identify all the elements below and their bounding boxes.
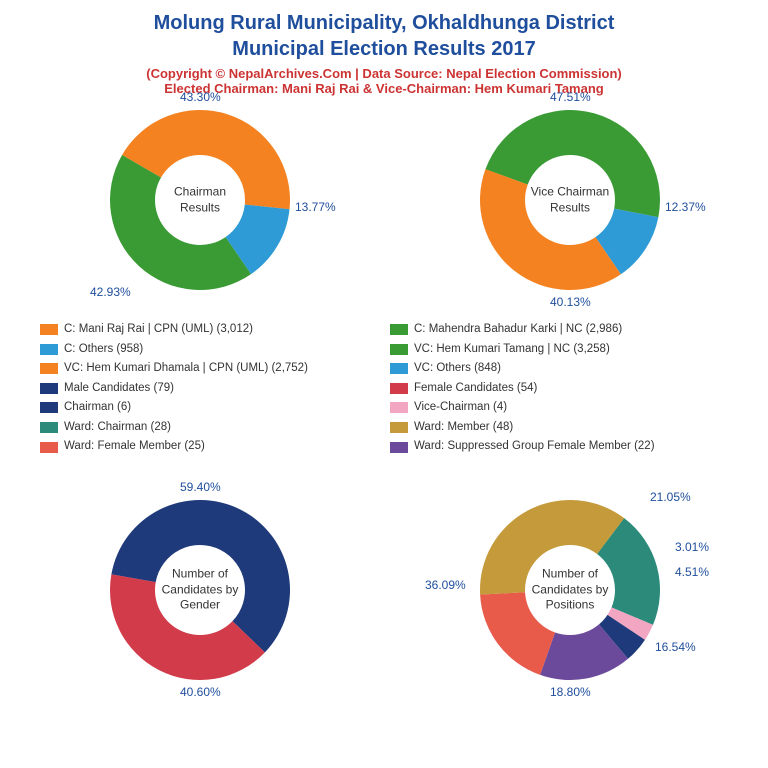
vice-chairman-pct-label: 12.37% bbox=[665, 200, 706, 214]
legend-swatch bbox=[390, 344, 408, 355]
legend-text: Ward: Suppressed Group Female Member (22… bbox=[414, 437, 655, 457]
legend-item: Ward: Member (48) bbox=[390, 418, 740, 438]
positions-pct-label: 18.80% bbox=[550, 685, 591, 699]
chairman-pct-label: 43.30% bbox=[180, 90, 221, 104]
legend-item: C: Others (958) bbox=[40, 340, 390, 360]
positions-pct-label: 3.01% bbox=[675, 540, 709, 554]
legend-swatch bbox=[40, 363, 58, 374]
legend-item: C: Mahendra Bahadur Karki | NC (2,986) bbox=[390, 320, 740, 340]
legend-text: VC: Hem Kumari Dhamala | CPN (UML) (2,75… bbox=[64, 359, 308, 379]
legend-text: C: Others (958) bbox=[64, 340, 143, 360]
legend-swatch bbox=[390, 422, 408, 433]
legend-item: Vice-Chairman (4) bbox=[390, 398, 740, 418]
chairman-pct-label: 13.77% bbox=[295, 200, 336, 214]
positions-pct-label: 21.05% bbox=[650, 490, 691, 504]
subtitle-elected: Elected Chairman: Mani Raj Rai & Vice-Ch… bbox=[0, 81, 768, 96]
header: Molung Rural Municipality, Okhaldhunga D… bbox=[0, 0, 768, 96]
legend-text: VC: Hem Kumari Tamang | NC (3,258) bbox=[414, 340, 610, 360]
subtitle-copyright: (Copyright © NepalArchives.Com | Data So… bbox=[0, 66, 768, 81]
legend-row: Chairman (6) Vice-Chairman (4) bbox=[40, 398, 740, 418]
chairman-center-label: Chairman Results bbox=[160, 184, 240, 215]
legend-text: Male Candidates (79) bbox=[64, 379, 174, 399]
legend-swatch bbox=[390, 363, 408, 374]
legend-row: C: Mani Raj Rai | CPN (UML) (3,012) C: Ma… bbox=[40, 320, 740, 340]
legend-swatch bbox=[40, 402, 58, 413]
legend-text: C: Mani Raj Rai | CPN (UML) (3,012) bbox=[64, 320, 253, 340]
legend-swatch bbox=[390, 383, 408, 394]
legend-text: C: Mahendra Bahadur Karki | NC (2,986) bbox=[414, 320, 622, 340]
legend-text: Chairman (6) bbox=[64, 398, 131, 418]
gender-center-label: Number of Candidates by Gender bbox=[160, 567, 240, 614]
legend-item: Chairman (6) bbox=[40, 398, 390, 418]
chairman-chart: Chairman Results43.30%13.77%42.93% bbox=[110, 110, 290, 290]
legend-row: Ward: Female Member (25) Ward: Suppressed… bbox=[40, 437, 740, 457]
legend-swatch bbox=[40, 324, 58, 335]
title-line1: Molung Rural Municipality, Okhaldhunga D… bbox=[0, 10, 768, 36]
chairman-pct-label: 42.93% bbox=[90, 285, 131, 299]
vice-chairman-center-label: Vice Chairman Results bbox=[530, 184, 610, 215]
legend-item: VC: Hem Kumari Dhamala | CPN (UML) (2,75… bbox=[40, 359, 390, 379]
vice-chairman-pct-label: 40.13% bbox=[550, 295, 591, 309]
positions-chart: Number of Candidates by Positions21.05%3… bbox=[480, 500, 660, 680]
legend-item: Female Candidates (54) bbox=[390, 379, 740, 399]
gender-chart: Number of Candidates by Gender59.40%40.6… bbox=[110, 500, 290, 680]
legend-swatch bbox=[40, 422, 58, 433]
positions-pct-label: 36.09% bbox=[425, 578, 466, 592]
legend-row: C: Others (958) VC: Hem Kumari Tamang | N… bbox=[40, 340, 740, 360]
legend-text: Ward: Member (48) bbox=[414, 418, 513, 438]
positions-pct-label: 4.51% bbox=[675, 565, 709, 579]
vice-chairman-pct-label: 47.51% bbox=[550, 90, 591, 104]
legend-row: Male Candidates (79) Female Candidates (5… bbox=[40, 379, 740, 399]
legend-row: Ward: Chairman (28) Ward: Member (48) bbox=[40, 418, 740, 438]
legend-text: Vice-Chairman (4) bbox=[414, 398, 507, 418]
legend-item: C: Mani Raj Rai | CPN (UML) (3,012) bbox=[40, 320, 390, 340]
legend-text: VC: Others (848) bbox=[414, 359, 501, 379]
positions-center-label: Number of Candidates by Positions bbox=[530, 567, 610, 614]
legend-item: VC: Others (848) bbox=[390, 359, 740, 379]
title-line2: Municipal Election Results 2017 bbox=[0, 36, 768, 62]
legend-swatch bbox=[40, 383, 58, 394]
vice-chairman-chart: Vice Chairman Results47.51%12.37%40.13% bbox=[480, 110, 660, 290]
positions-pct-label: 16.54% bbox=[655, 640, 696, 654]
gender-pct-label: 40.60% bbox=[180, 685, 221, 699]
legend-swatch bbox=[390, 442, 408, 453]
legend-swatch bbox=[390, 402, 408, 413]
legend-item: Ward: Female Member (25) bbox=[40, 437, 390, 457]
legend-swatch bbox=[390, 324, 408, 335]
legend-text: Female Candidates (54) bbox=[414, 379, 537, 399]
legend-text: Ward: Chairman (28) bbox=[64, 418, 171, 438]
legend-swatch bbox=[40, 344, 58, 355]
legend-row: VC: Hem Kumari Dhamala | CPN (UML) (2,75… bbox=[40, 359, 740, 379]
legend: C: Mani Raj Rai | CPN (UML) (3,012) C: Ma… bbox=[40, 320, 740, 457]
legend-item: Ward: Chairman (28) bbox=[40, 418, 390, 438]
gender-pct-label: 59.40% bbox=[180, 480, 221, 494]
legend-item: Ward: Suppressed Group Female Member (22… bbox=[390, 437, 740, 457]
legend-swatch bbox=[40, 442, 58, 453]
legend-item: Male Candidates (79) bbox=[40, 379, 390, 399]
legend-text: Ward: Female Member (25) bbox=[64, 437, 205, 457]
legend-item: VC: Hem Kumari Tamang | NC (3,258) bbox=[390, 340, 740, 360]
